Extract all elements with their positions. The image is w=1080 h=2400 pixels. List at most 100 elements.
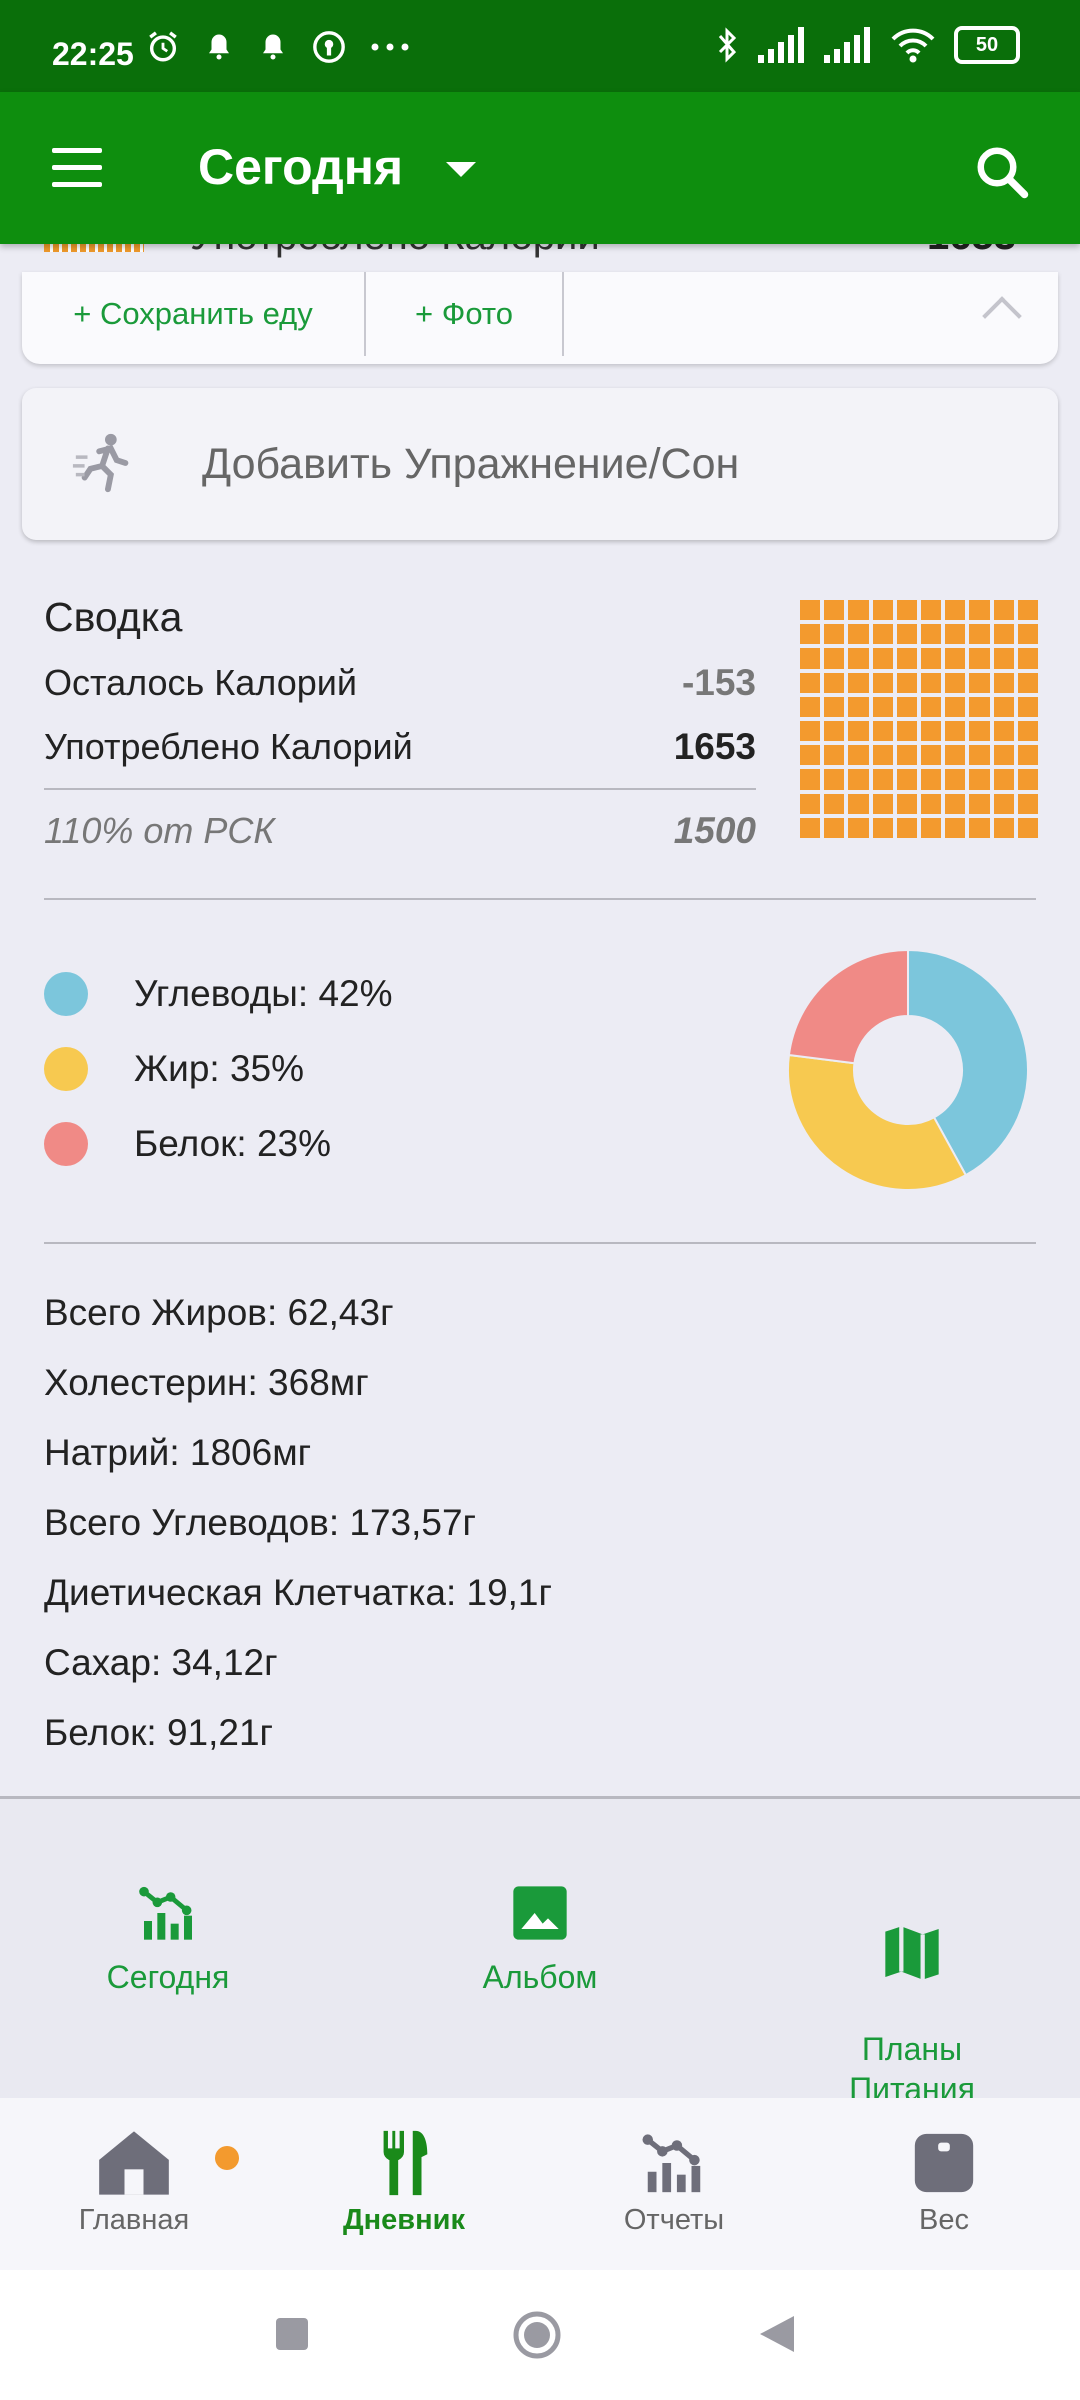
add-photo-button[interactable]: + Фото xyxy=(366,272,564,356)
scale-icon xyxy=(914,2133,974,2193)
waffle-cell xyxy=(969,817,990,838)
quick-today[interactable]: Сегодня xyxy=(88,1881,248,1996)
nav-weight[interactable]: Вес xyxy=(844,2128,1044,2237)
add-exercise-label: Добавить Упражнение/Сон xyxy=(202,440,740,488)
alarm-icon xyxy=(149,31,177,62)
home-button-icon[interactable] xyxy=(512,2310,562,2360)
nav-home-label: Главная xyxy=(78,2204,190,2236)
waffle-cell xyxy=(921,817,942,838)
waffle-cell xyxy=(824,721,845,742)
home-icon xyxy=(99,2131,169,2195)
waffle-cell xyxy=(945,721,966,742)
nav-home[interactable]: Главная xyxy=(34,2128,239,2237)
waffle-cell xyxy=(993,721,1014,742)
collapse-chevron-icon[interactable] xyxy=(982,296,1022,336)
nav-weight-label: Вес xyxy=(919,2204,969,2236)
protein-label: Белок: 23% xyxy=(134,1123,332,1164)
rdi-value: 1500 xyxy=(673,810,756,851)
waffle-cell xyxy=(945,672,966,693)
waffle-cell xyxy=(969,672,990,693)
waffle-cell xyxy=(993,672,1014,693)
waffle-cell xyxy=(872,624,893,645)
waffle-cell xyxy=(945,769,966,790)
quick-album-label: Альбом xyxy=(482,1959,598,1995)
waffle-cell xyxy=(800,696,821,717)
waffle-cell xyxy=(896,721,917,742)
waffle-cell xyxy=(824,672,845,693)
calorie-mini-bar xyxy=(44,244,144,252)
waffle-cell xyxy=(848,721,869,742)
page-title[interactable]: Сегодня xyxy=(198,139,404,195)
waffle-cell xyxy=(896,769,917,790)
status-bar: 22:25 50 xyxy=(0,0,1080,92)
nutrient-total-fat: Всего Жиров: 62,43г xyxy=(44,1292,394,1333)
calorie-waffle-chart xyxy=(800,600,1038,838)
waffle-cell xyxy=(921,696,942,717)
peek-value: 1653 xyxy=(927,244,1016,259)
waffle-cell xyxy=(824,648,845,669)
waffle-cell xyxy=(800,793,821,814)
back-icon[interactable] xyxy=(758,2314,796,2354)
waffle-cell xyxy=(993,793,1014,814)
waffle-cell xyxy=(848,600,869,621)
donut-slice-0 xyxy=(907,948,1029,1177)
protein-dot xyxy=(44,1122,88,1166)
waffle-cell xyxy=(824,624,845,645)
waffle-cell xyxy=(993,600,1014,621)
waffle-cell xyxy=(1017,745,1038,766)
consumed-calories-label: Употреблено Калорий xyxy=(44,726,413,767)
add-exercise-card[interactable]: Добавить Упражнение/Сон xyxy=(22,388,1058,540)
carbs-label: Углеводы: 42% xyxy=(134,973,393,1014)
keyhole-icon xyxy=(313,31,345,63)
nav-reports[interactable]: Отчеты xyxy=(574,2128,774,2237)
bell-icon xyxy=(209,34,229,60)
save-food-button[interactable]: + Сохранить еду xyxy=(22,272,366,356)
waffle-cell xyxy=(824,745,845,766)
hamburger-icon[interactable] xyxy=(52,148,102,192)
status-notification-icons xyxy=(146,30,410,64)
waffle-cell xyxy=(921,624,942,645)
waffle-cell xyxy=(969,600,990,621)
waffle-cell xyxy=(1017,817,1038,838)
waffle-cell xyxy=(848,696,869,717)
waffle-cell xyxy=(969,696,990,717)
remaining-calories-value: -153 xyxy=(681,662,756,703)
quick-links-bar: Сегодня Альбом Планы Питания xyxy=(0,1796,1080,2107)
waffle-cell xyxy=(993,648,1014,669)
waffle-cell xyxy=(993,624,1014,645)
waffle-cell xyxy=(1017,672,1038,693)
search-icon[interactable] xyxy=(972,142,1032,202)
waffle-cell xyxy=(848,624,869,645)
app-bar: Сегодня xyxy=(0,92,1080,244)
waffle-cell xyxy=(824,817,845,838)
quick-today-label: Сегодня xyxy=(106,1959,230,1995)
legend-fat: Жир: 35% xyxy=(44,1047,304,1091)
waffle-cell xyxy=(993,696,1014,717)
scrolled-calorie-row: Употреблено Калорий 1653 xyxy=(0,244,1080,274)
carbs-dot xyxy=(44,972,88,1016)
waffle-cell xyxy=(969,769,990,790)
nutrient-sodium: Натрий: 1806мг xyxy=(44,1432,312,1473)
nutrient-fiber: Диетическая Клетчатка: 19,1г xyxy=(44,1572,553,1613)
donut-slice-2 xyxy=(787,948,909,1065)
date-dropdown-icon[interactable] xyxy=(446,162,476,177)
waffle-cell xyxy=(896,793,917,814)
nav-diary[interactable]: Дневник xyxy=(304,2128,504,2237)
recent-apps-icon[interactable] xyxy=(274,2316,310,2352)
waffle-cell xyxy=(1017,600,1038,621)
rdi-percent-label: 110% от РСК xyxy=(44,810,275,851)
waffle-cell xyxy=(824,769,845,790)
waffle-cell xyxy=(921,769,942,790)
waffle-cell xyxy=(824,793,845,814)
quick-album[interactable]: Альбом xyxy=(460,1881,620,1996)
waffle-cell xyxy=(800,817,821,838)
chart-icon xyxy=(139,1886,192,1940)
waffle-cell xyxy=(896,696,917,717)
map-icon xyxy=(885,1926,939,1980)
nav-diary-label: Дневник xyxy=(343,2204,465,2236)
waffle-cell xyxy=(800,624,821,645)
nutrient-total-carbs: Всего Углеводов: 173,57г xyxy=(44,1502,477,1543)
waffle-cell xyxy=(969,648,990,669)
chart-icon xyxy=(642,2134,701,2193)
fat-label: Жир: 35% xyxy=(134,1048,305,1089)
